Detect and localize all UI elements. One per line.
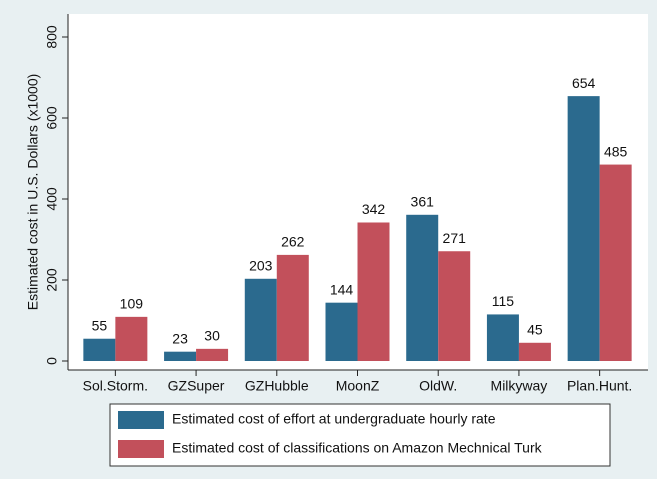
legend-label: Estimated cost of effort at undergraduat… bbox=[172, 411, 496, 427]
y-tick-label: 600 bbox=[44, 106, 60, 130]
value-label: 342 bbox=[362, 201, 386, 217]
value-label: 361 bbox=[411, 193, 435, 209]
bar bbox=[599, 164, 632, 361]
value-label: 23 bbox=[172, 330, 188, 346]
bar bbox=[567, 96, 600, 361]
legend-label: Estimated cost of classifications on Ama… bbox=[172, 440, 543, 456]
legend-swatch bbox=[118, 411, 164, 429]
y-axis-label: Estimated cost in U.S. Dollars (x1000) bbox=[25, 74, 41, 311]
bar bbox=[164, 351, 197, 361]
value-label: 115 bbox=[492, 293, 515, 309]
y-tick-label: 800 bbox=[44, 25, 60, 49]
y-tick-label: 400 bbox=[44, 187, 60, 211]
x-tick-label: GZSuper bbox=[168, 378, 225, 394]
value-label: 262 bbox=[281, 234, 305, 250]
x-tick-label: Plan.Hunt. bbox=[567, 378, 632, 394]
bar bbox=[325, 302, 358, 361]
value-label: 203 bbox=[249, 257, 273, 273]
value-label: 55 bbox=[92, 317, 108, 333]
value-label: 30 bbox=[204, 328, 220, 344]
value-label: 45 bbox=[527, 321, 543, 337]
bar bbox=[276, 254, 309, 361]
value-label: 271 bbox=[443, 230, 467, 246]
value-label: 109 bbox=[120, 296, 144, 312]
y-tick-label: 200 bbox=[44, 268, 60, 292]
bar bbox=[196, 348, 229, 361]
bar bbox=[438, 251, 471, 361]
bar bbox=[486, 314, 519, 361]
value-label: 144 bbox=[330, 281, 354, 297]
value-label: 485 bbox=[604, 143, 628, 159]
legend bbox=[109, 403, 611, 467]
bar bbox=[244, 278, 277, 361]
x-tick-label: OldW. bbox=[419, 378, 457, 394]
x-tick-label: Sol.Storm. bbox=[83, 378, 148, 394]
legend-swatch bbox=[118, 440, 164, 458]
x-tick-label: MoonZ bbox=[336, 378, 380, 394]
bar bbox=[115, 316, 148, 361]
bar bbox=[357, 222, 390, 361]
bar bbox=[406, 214, 439, 361]
value-label: 654 bbox=[572, 75, 596, 91]
bar bbox=[83, 338, 116, 361]
bar bbox=[518, 342, 551, 361]
x-tick-label: Milkyway bbox=[491, 378, 548, 394]
y-tick-label: 0 bbox=[44, 357, 60, 365]
x-tick-label: GZHubble bbox=[245, 378, 309, 394]
